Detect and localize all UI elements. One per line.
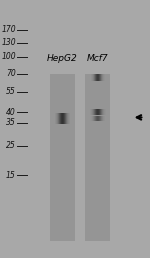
FancyBboxPatch shape [50, 74, 75, 241]
Text: 35: 35 [6, 118, 16, 127]
Text: 170: 170 [1, 25, 16, 34]
Text: 55: 55 [6, 87, 16, 96]
Text: Mcf7: Mcf7 [87, 54, 109, 63]
Text: 25: 25 [6, 141, 16, 150]
Text: 130: 130 [1, 38, 16, 47]
Text: 70: 70 [6, 69, 16, 78]
Text: HepG2: HepG2 [47, 54, 78, 63]
FancyBboxPatch shape [85, 74, 110, 241]
Text: 100: 100 [1, 52, 16, 61]
Text: 40: 40 [6, 108, 16, 117]
Text: 15: 15 [6, 171, 16, 180]
